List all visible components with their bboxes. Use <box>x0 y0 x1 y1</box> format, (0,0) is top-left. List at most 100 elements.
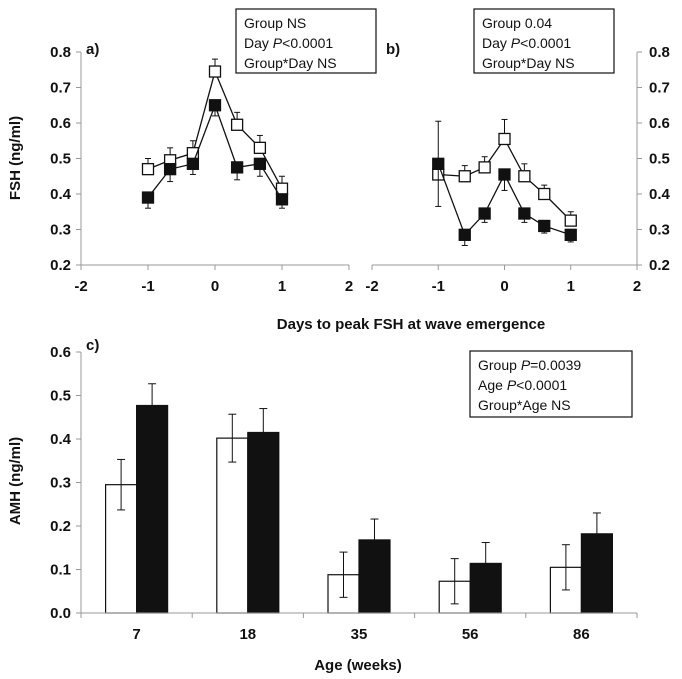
panel-b-x-tick-label: 1 <box>567 278 575 295</box>
panel-b-y-tick-label: 0.4 <box>649 186 671 203</box>
panel-b-label: b) <box>386 41 400 58</box>
panel-b-x-tick-label: -1 <box>432 278 445 295</box>
panel-c-x-tick-label: 35 <box>351 626 368 643</box>
panel-a-y-tick-label: 0.3 <box>50 222 71 239</box>
panel-b-data-point <box>564 228 577 241</box>
panel-b-stat-value: NS <box>555 55 574 71</box>
panel-b-data-point <box>498 168 511 181</box>
panel-b-stat-line: Group*Day NS <box>482 55 575 71</box>
panel-a-y-tick-label: 0.4 <box>50 186 72 203</box>
panel-b-stats: Group 0.04 Day P<0.0001 Group*Day NS <box>482 15 575 71</box>
panel-b-data-point <box>432 157 445 170</box>
panel-c-y-tick-label: 0.5 <box>50 388 71 405</box>
panel-a-x-tick-label: -1 <box>141 278 154 295</box>
panel-c-tick-labels: 0.0 0.1 0.2 0.3 0.4 0.5 0.6 7 18 35 56 86 <box>50 344 590 643</box>
panel-c-bar-group-open <box>327 551 360 614</box>
panel-b-stat-line: Day P<0.0001 <box>482 35 571 51</box>
panel-b-tick-labels: -2 -1 0 1 2 0.2 0.3 0.4 0.5 0.6 0.7 0.8 <box>365 44 670 295</box>
panel-a-y-tick-label: 0.2 <box>50 257 71 274</box>
panel-c-bar <box>216 437 249 614</box>
panel-c-y-tick-label: 0.4 <box>50 431 72 448</box>
panel-b-series-filled <box>432 157 577 246</box>
panel-c-bar <box>136 404 169 614</box>
panel-c-x-axis-title: Age (weeks) <box>314 657 402 674</box>
panel-b-stat-label: Day <box>482 35 511 51</box>
panel-a-stat-label: Group <box>244 15 287 31</box>
panel-a-y-tick-label: 0.7 <box>50 80 71 97</box>
panel-c-x-tick-label: 56 <box>462 626 479 643</box>
panel-a-stats-box <box>235 8 377 74</box>
panel-a-data-point <box>208 65 222 78</box>
panel-b-stat-line: Group 0.04 <box>482 15 552 31</box>
panel-c-bar-group-filled <box>136 383 169 614</box>
panel-b-data-point <box>478 161 491 174</box>
panel-a-series <box>141 58 289 209</box>
panel-a-data-point <box>141 191 155 204</box>
panel-c-stat-label: Group <box>478 357 521 373</box>
panel-c-y-tick-label: 0.0 <box>50 605 71 622</box>
panel-b-stat-value: <0.0001 <box>520 35 571 51</box>
panel-c-bar-group-filled <box>469 542 502 614</box>
panel-c-stat-value: NS <box>551 397 570 413</box>
panel-a-stat-line: Day P<0.0001 <box>244 35 333 51</box>
panel-a-x-tick-label: 0 <box>211 278 219 295</box>
shared-x-axis-title: Days to peak FSH at wave emergence <box>277 316 545 333</box>
panel-b-series <box>432 118 577 246</box>
panel-c-axes <box>76 351 638 618</box>
panel-a-stat-line: Group*Day NS <box>244 55 337 71</box>
panel-c-y-axis-title: AMH (ng/ml) <box>7 437 24 525</box>
panel-b-data-point <box>518 170 531 183</box>
panel-c-stat-line: Group P=0.0039 <box>478 357 581 373</box>
panel-c-stat-label: Age <box>478 377 507 393</box>
panel-c-bar-group-filled <box>358 518 391 614</box>
panel-b-data-point <box>518 207 531 220</box>
panel-c-bars <box>104 383 614 614</box>
panel-c-bar <box>247 431 280 614</box>
panel-c-y-tick-label: 0.2 <box>50 518 71 535</box>
panel-a-label: a) <box>86 41 99 58</box>
panel-b-data-point <box>478 207 491 220</box>
panel-a-y-axis-title: FSH (ng/ml) <box>7 116 24 200</box>
panel-c-x-tick-label: 18 <box>239 626 256 643</box>
panel-c-bar-group-open <box>104 458 138 614</box>
panel-b-x-tick-label: -2 <box>365 278 378 295</box>
panel-c-stat-line: Age P<0.0001 <box>478 377 567 393</box>
panel-c-bar <box>358 539 391 614</box>
panel-c-bar <box>580 533 614 614</box>
panel-a-stats: Group NS Day P<0.0001 Group*Day NS <box>244 15 337 71</box>
panel-c-amh-chart: c) AMH (ng/ml) 0.0 0.1 0.2 0.3 0.4 0.5 0.6 7 18 3… <box>7 337 638 674</box>
panel-b-fsh-chart: b) -2 -1 0 1 2 0.2 0.3 0.4 0.5 0.6 0.7 0.8 Group 0.… <box>365 8 671 295</box>
panel-a-y-tick-label: 0.6 <box>50 115 71 132</box>
panel-c-bar-group-filled <box>580 512 614 614</box>
panel-c-y-tick-label: 0.3 <box>50 475 71 492</box>
panel-b-stat-value: 0.04 <box>525 15 552 31</box>
panel-c-bar-group-filled <box>247 408 280 614</box>
panel-a-x-tick-label: 1 <box>278 278 286 295</box>
panel-c-stat-p: P <box>507 377 517 393</box>
panel-a-series-open <box>141 58 289 195</box>
panel-a-stat-value: NS <box>317 55 336 71</box>
panel-c-stat-p: P <box>521 357 531 373</box>
panel-a-tick-labels: -2 -1 0 1 2 0.2 0.3 0.4 0.5 0.6 0.7 0.8 <box>50 44 353 295</box>
panel-c-y-tick-label: 0.1 <box>50 562 71 579</box>
panel-b-y-tick-label: 0.7 <box>649 80 670 97</box>
panel-a-stat-label: Day <box>244 35 273 51</box>
panel-a-data-point <box>230 161 244 174</box>
panel-a-axes <box>76 51 350 270</box>
panel-b-stat-label: Group <box>482 15 525 31</box>
panel-a-y-tick-label: 0.5 <box>50 151 71 168</box>
panel-b-data-point <box>564 214 577 227</box>
panel-b-y-tick-label: 0.2 <box>649 257 670 274</box>
panel-c-stat-value: <0.0001 <box>516 377 567 393</box>
panel-c-bar-group-open <box>438 558 471 614</box>
panel-a-data-point <box>253 157 267 170</box>
panel-a-stat-value: <0.0001 <box>282 35 333 51</box>
panel-c-bar <box>469 562 502 614</box>
panel-a-data-point <box>186 157 200 170</box>
panel-b-axes <box>371 51 642 270</box>
panel-c-y-tick-label: 0.6 <box>50 344 71 361</box>
panel-b-data-point <box>538 187 551 201</box>
panel-a-x-tick-label: 2 <box>345 278 353 295</box>
panel-b-stat-p: P <box>511 35 521 51</box>
